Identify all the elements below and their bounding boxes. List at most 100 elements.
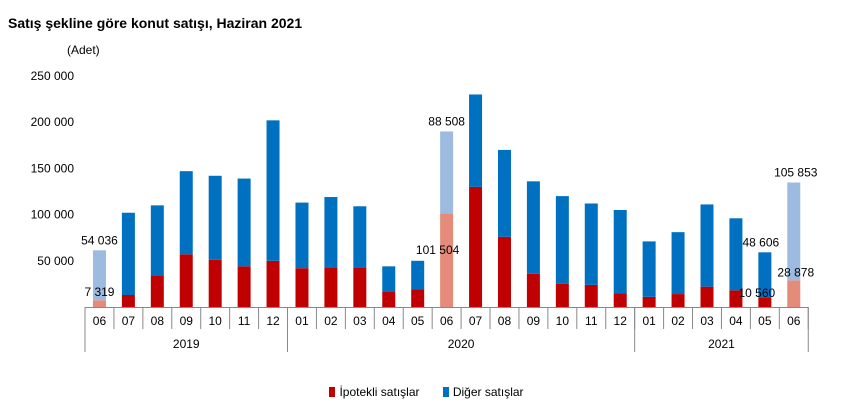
year-group-label: 2021 <box>708 337 735 351</box>
bar-segment-mortgage <box>613 293 627 307</box>
x-tick-label: 03 <box>700 314 714 328</box>
bar-segment-mortgage <box>526 273 540 307</box>
bar-segment-other <box>469 94 483 187</box>
data-label: 54 036 <box>81 233 118 247</box>
data-label: 48 606 <box>743 235 780 249</box>
bar-segment-other <box>497 149 511 237</box>
bar-segment-other <box>700 204 714 287</box>
data-label: 28 878 <box>777 265 814 279</box>
x-tick-label: 12 <box>614 314 628 328</box>
y-tick-label: 50 000 <box>37 254 74 268</box>
x-tick-label: 06 <box>440 314 454 328</box>
x-tick-label: 09 <box>180 314 194 328</box>
bar-segment-mortgage <box>353 267 367 307</box>
bar-segment-other <box>324 197 338 268</box>
x-tick-label: 11 <box>585 314 598 328</box>
x-tick-label: 01 <box>295 314 309 328</box>
bar-segment-other <box>584 203 598 285</box>
bar-segment-other <box>411 260 425 290</box>
bar-segment-mortgage <box>787 280 801 307</box>
bar-segment-mortgage <box>382 291 396 307</box>
x-tick-label: 02 <box>324 314 338 328</box>
bar-segment-other <box>179 171 193 255</box>
bar-segment-mortgage <box>324 267 338 307</box>
x-tick-label: 12 <box>266 314 280 328</box>
y-tick-label: 100 000 <box>31 208 75 222</box>
x-tick-label: 04 <box>729 314 743 328</box>
chart-legend: İpotekli satışlar Diğer satışlar <box>0 385 853 399</box>
bar-segment-mortgage <box>758 297 772 307</box>
bar-segment-mortgage <box>497 236 511 307</box>
legend-label-mortgage: İpotekli satışlar <box>339 385 420 399</box>
data-label: 105 853 <box>774 166 818 180</box>
y-tick-label: 150 000 <box>31 161 75 175</box>
data-label: 101 504 <box>416 243 460 257</box>
x-tick-label: 07 <box>122 314 136 328</box>
bar-segment-other <box>642 241 656 297</box>
bar-segment-other <box>440 131 454 214</box>
bar-segment-other <box>208 175 222 260</box>
x-tick-label: 10 <box>556 314 570 328</box>
legend-item-other: Diğer satışlar <box>442 385 524 399</box>
bar-segment-other <box>266 120 280 261</box>
bar-segment-mortgage <box>469 186 483 307</box>
legend-swatch-mortgage <box>329 387 336 397</box>
bar-segment-other <box>382 266 396 292</box>
x-tick-label: 05 <box>758 314 772 328</box>
bar-segment-mortgage <box>440 213 454 307</box>
y-tick-label: 200 000 <box>31 115 75 129</box>
bar-segment-mortgage <box>237 266 251 307</box>
x-tick-label: 09 <box>527 314 541 328</box>
x-tick-label: 10 <box>209 314 223 328</box>
legend-label-other: Diğer satışlar <box>452 385 524 399</box>
bar-segment-other <box>671 232 685 295</box>
bar-segment-mortgage <box>179 254 193 307</box>
bar-segment-other <box>758 252 772 298</box>
bar-segment-mortgage <box>584 284 598 307</box>
bar-segment-mortgage <box>295 268 309 307</box>
bar-segment-mortgage <box>642 296 656 307</box>
bar-segment-other <box>150 205 164 276</box>
bar-segment-mortgage <box>150 275 164 307</box>
data-label: 10 560 <box>739 286 776 300</box>
y-tick-label: 250 000 <box>31 69 75 83</box>
x-tick-label: 08 <box>151 314 165 328</box>
bar-segment-mortgage <box>700 286 714 307</box>
bar-segment-other <box>555 196 569 284</box>
bar-segment-other <box>526 181 540 274</box>
x-tick-label: 06 <box>787 314 801 328</box>
bar-segment-mortgage <box>266 260 280 307</box>
x-tick-label: 01 <box>642 314 656 328</box>
x-tick-label: 02 <box>671 314 685 328</box>
bar-segment-mortgage <box>208 259 222 307</box>
bar-segment-other <box>729 218 743 291</box>
bar-segment-mortgage <box>92 300 106 307</box>
legend-swatch-other <box>442 387 449 397</box>
bar-segment-other <box>92 250 106 301</box>
x-tick-label: 07 <box>469 314 483 328</box>
x-tick-label: 06 <box>93 314 107 328</box>
x-tick-label: 08 <box>498 314 512 328</box>
x-tick-label: 05 <box>411 314 425 328</box>
x-tick-label: 11 <box>238 314 251 328</box>
bar-segment-mortgage <box>411 289 425 307</box>
x-tick-label: 03 <box>353 314 367 328</box>
data-label: 7 319 <box>84 285 114 299</box>
bar-segment-other <box>121 212 135 295</box>
bar-segment-mortgage <box>121 294 135 307</box>
bar-segment-mortgage <box>555 283 569 307</box>
year-group-label: 2020 <box>448 337 475 351</box>
legend-item-mortgage: İpotekli satışlar <box>329 385 420 399</box>
bar-segment-mortgage <box>671 294 685 307</box>
bar-segment-other <box>613 209 627 294</box>
y-axis-unit-label: (Adet) <box>67 43 100 57</box>
bar-segment-other <box>353 206 367 268</box>
x-tick-label: 04 <box>382 314 396 328</box>
year-group-label: 2019 <box>173 337 200 351</box>
chart-title: Satış şekline göre konut satışı, Haziran… <box>8 15 303 31</box>
bar-segment-other <box>295 202 309 269</box>
bar-segment-other <box>237 178 251 267</box>
bar-segment-mortgage <box>729 290 743 307</box>
bar-segment-other <box>787 182 801 281</box>
